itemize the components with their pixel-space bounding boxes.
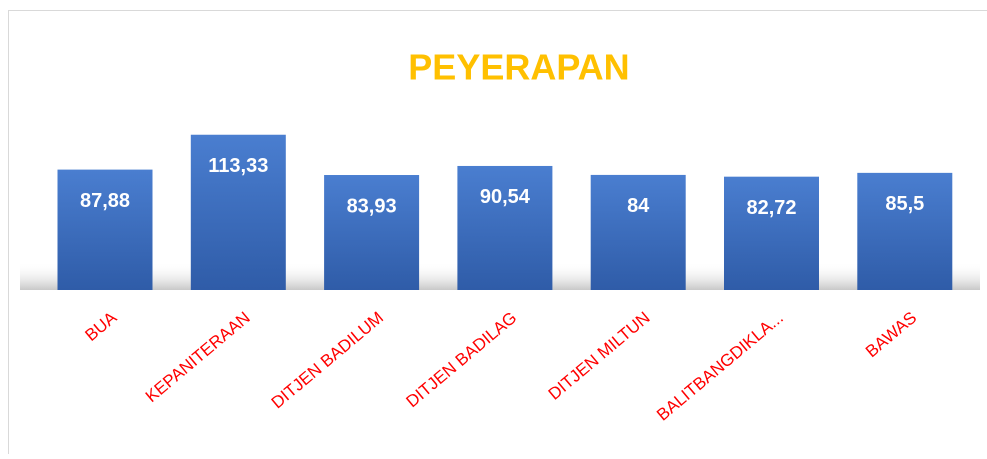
- data-label: 90,54: [480, 186, 531, 208]
- chart-title: PEYERAPAN: [408, 47, 629, 88]
- data-label: 85,5: [885, 193, 924, 215]
- data-label: 83,93: [347, 195, 397, 217]
- bar: [324, 175, 419, 290]
- bar: [857, 173, 952, 290]
- data-label: 113,33: [208, 155, 268, 177]
- data-label: 87,88: [80, 190, 130, 212]
- bar: [58, 170, 153, 290]
- data-label: 84: [627, 195, 650, 217]
- data-label: 82,72: [746, 197, 796, 219]
- bar: [457, 166, 552, 290]
- bar: [591, 175, 686, 290]
- bar: [724, 177, 819, 290]
